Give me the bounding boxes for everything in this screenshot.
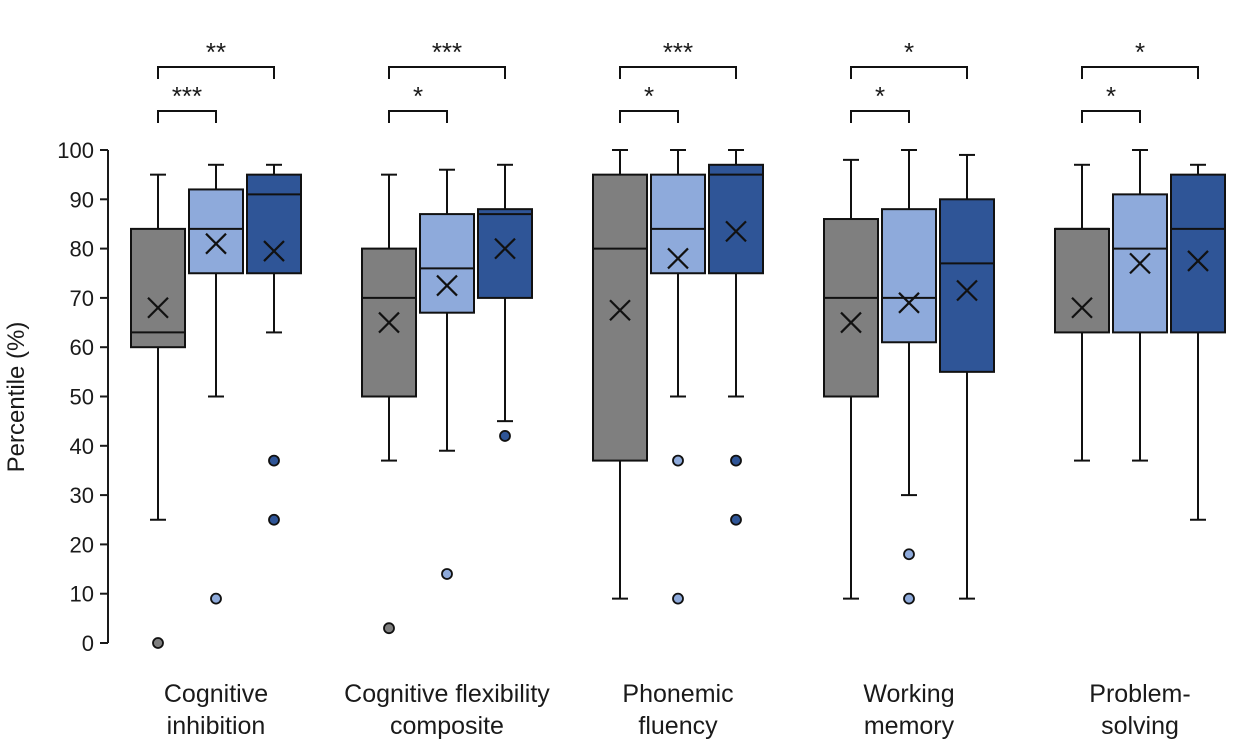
y-tick-label: 10 bbox=[70, 582, 94, 607]
significance-bracket bbox=[850, 66, 968, 79]
mean-marker bbox=[494, 237, 516, 260]
outlier-point bbox=[268, 513, 280, 526]
box-group: ***** Cognitive inhibition bbox=[130, 37, 302, 740]
mean-marker bbox=[725, 220, 747, 243]
box bbox=[130, 227, 186, 349]
box-group: * * Problem-solving bbox=[1054, 37, 1226, 740]
mean-marker bbox=[263, 240, 285, 262]
y-tick-label: 20 bbox=[70, 532, 94, 557]
outlier-point bbox=[672, 454, 684, 467]
mean-marker bbox=[667, 247, 689, 270]
mean-marker bbox=[1129, 252, 1151, 275]
outlier-point bbox=[730, 454, 742, 467]
significance-label: * bbox=[644, 81, 654, 111]
category-label: Problem- bbox=[1089, 680, 1190, 708]
outlier-point bbox=[730, 513, 742, 526]
outlier-point bbox=[499, 430, 511, 442]
significance-label: *** bbox=[172, 81, 202, 111]
significance-label: ** bbox=[206, 37, 226, 67]
category-label: fluency bbox=[638, 712, 718, 740]
category-label: Working bbox=[863, 680, 954, 708]
significance-label: *** bbox=[663, 37, 693, 67]
significance-bracket bbox=[619, 110, 679, 123]
box bbox=[188, 188, 244, 275]
significance-bracket bbox=[157, 110, 217, 123]
significance-label: * bbox=[413, 81, 423, 111]
y-axis-title: Percentile (%) bbox=[3, 322, 30, 473]
significance-bracket bbox=[388, 110, 448, 123]
outlier-point bbox=[903, 592, 915, 605]
category-label: inhibition bbox=[167, 712, 266, 740]
box bbox=[650, 173, 706, 275]
box-group: * * Working memory bbox=[823, 37, 995, 740]
mean-marker bbox=[1187, 250, 1209, 272]
mean-marker bbox=[147, 296, 169, 319]
significance-label: * bbox=[904, 37, 914, 67]
category-label: Cognitive bbox=[164, 680, 268, 708]
category-label: Phonemic bbox=[622, 680, 733, 708]
y-tick-label: 0 bbox=[82, 631, 94, 656]
outlier-point bbox=[210, 592, 222, 605]
box bbox=[419, 213, 475, 314]
category-label: composite bbox=[390, 712, 504, 740]
box bbox=[708, 163, 764, 275]
outlier-point bbox=[268, 454, 280, 467]
y-tick-label: 100 bbox=[57, 138, 94, 163]
box bbox=[1170, 173, 1226, 334]
significance-bracket bbox=[619, 66, 737, 79]
mean-marker bbox=[436, 274, 458, 297]
box bbox=[1054, 227, 1110, 334]
y-tick-label: 70 bbox=[70, 286, 94, 311]
y-tick-label: 90 bbox=[70, 187, 94, 212]
y-axis: 0 10 20 30 40 50 60 70 80 90 100 bbox=[57, 138, 109, 656]
box bbox=[939, 198, 995, 373]
outlier-point bbox=[383, 622, 395, 635]
mean-marker bbox=[956, 279, 978, 302]
outlier-point bbox=[903, 548, 915, 561]
mean-marker bbox=[840, 311, 862, 334]
box bbox=[361, 247, 417, 398]
box bbox=[823, 218, 879, 398]
mean-marker bbox=[609, 299, 631, 322]
outlier-point bbox=[672, 592, 684, 605]
mean-marker bbox=[1071, 296, 1093, 319]
significance-bracket bbox=[157, 66, 275, 79]
box bbox=[881, 208, 937, 344]
mean-marker bbox=[898, 292, 920, 314]
category-label: memory bbox=[864, 712, 955, 740]
mean-marker bbox=[205, 232, 227, 255]
significance-label: * bbox=[1106, 81, 1116, 111]
box bbox=[592, 173, 648, 462]
y-tick-label: 40 bbox=[70, 434, 94, 459]
category-label: Cognitive flexibility bbox=[344, 680, 550, 708]
significance-label: * bbox=[1135, 37, 1145, 67]
significance-bracket bbox=[388, 66, 506, 79]
box bbox=[477, 208, 533, 299]
outlier-point bbox=[441, 568, 453, 580]
significance-label: * bbox=[875, 81, 885, 111]
y-tick-label: 60 bbox=[70, 335, 94, 360]
significance-bracket bbox=[1081, 66, 1199, 79]
significance-bracket bbox=[850, 110, 910, 123]
y-tick-label: 50 bbox=[70, 385, 94, 410]
y-tick-label: 80 bbox=[70, 237, 94, 262]
category-label: solving bbox=[1101, 712, 1179, 740]
significance-label: *** bbox=[432, 37, 462, 67]
outlier-point bbox=[152, 637, 164, 649]
mean-marker bbox=[378, 311, 400, 334]
box bbox=[246, 173, 302, 275]
y-tick-label: 30 bbox=[70, 483, 94, 508]
significance-bracket bbox=[1081, 110, 1141, 123]
